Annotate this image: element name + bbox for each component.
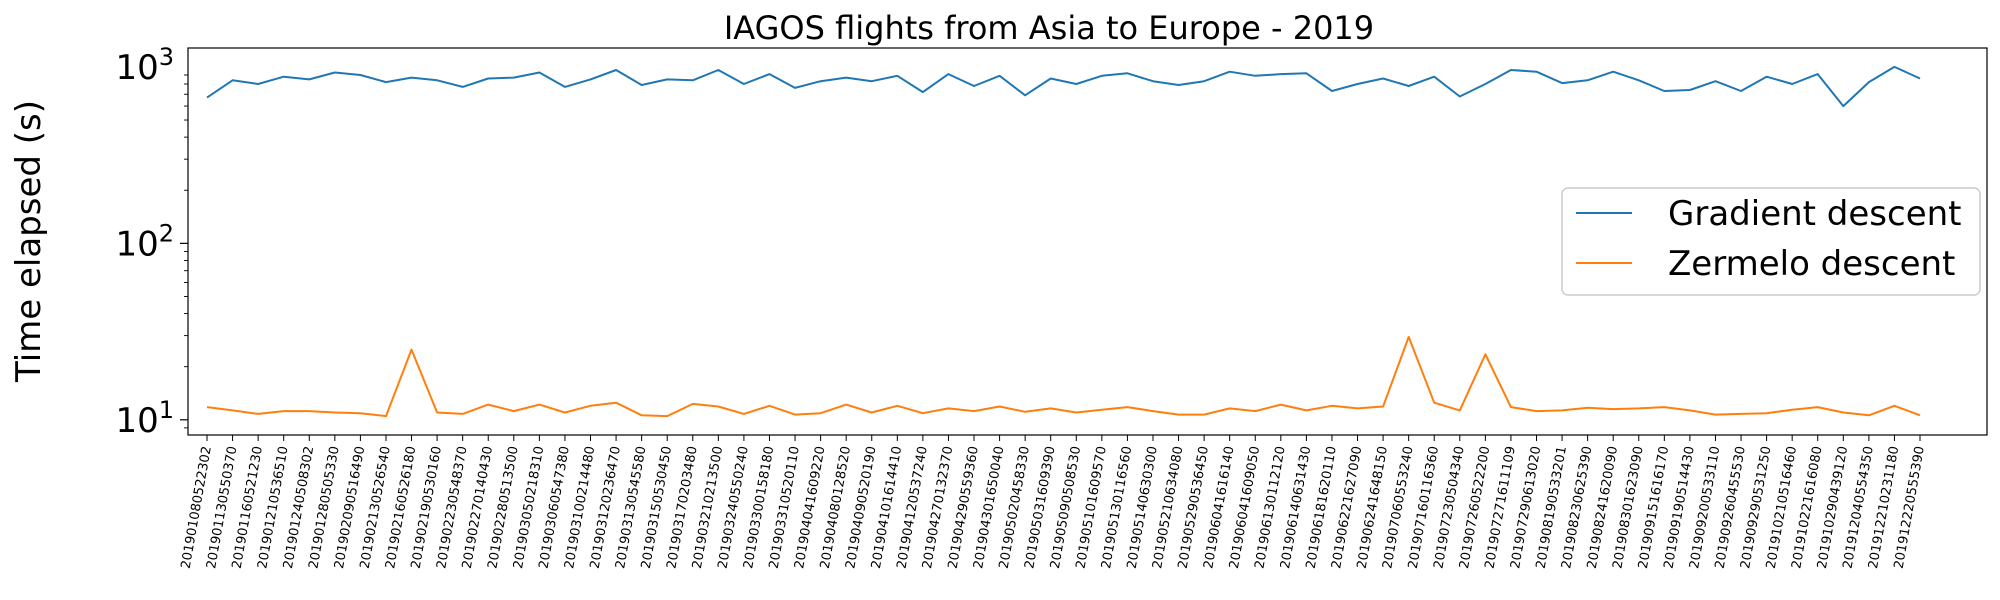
y-tick-label: 103 bbox=[115, 43, 174, 88]
series-layer bbox=[206, 65, 1921, 418]
legend: Gradient descent Zermelo descent bbox=[1561, 187, 1981, 296]
series-line-zermelo-descent bbox=[206, 335, 1921, 418]
legend-box bbox=[1561, 187, 1981, 296]
y-axis: 101 102 103 bbox=[115, 43, 188, 441]
y-axis-label: Time elapsed (s) bbox=[9, 100, 49, 383]
chart-title: IAGOS flights from Asia to Europe - 2019 bbox=[724, 9, 1374, 47]
series-line-gradient-descent bbox=[206, 65, 1921, 108]
plot-frame bbox=[187, 47, 1988, 436]
y-tick-label: 101 bbox=[115, 396, 174, 441]
legend-label: Gradient descent bbox=[1668, 194, 1962, 234]
y-tick-label: 102 bbox=[115, 219, 174, 264]
x-axis: 2019010805223022019011305503702019011605… bbox=[179, 435, 1928, 570]
legend-label: Zermelo descent bbox=[1668, 244, 1955, 284]
